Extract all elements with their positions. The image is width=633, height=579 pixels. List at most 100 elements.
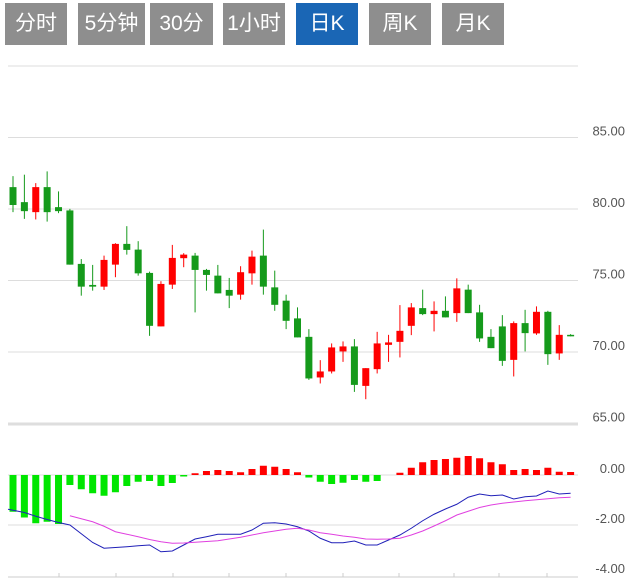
macd-histogram-bar (419, 462, 427, 475)
macd-histogram-bar (396, 472, 404, 475)
candle-body (9, 187, 17, 205)
tab-5min[interactable]: 5分钟 (78, 3, 145, 45)
candle-body (66, 210, 74, 265)
macd-histogram-bar (43, 475, 51, 522)
macd-histogram-bar (521, 469, 529, 475)
candle (464, 284, 472, 314)
candle-body (55, 207, 63, 212)
candle (453, 278, 461, 322)
candle-body (237, 272, 245, 295)
candle (89, 264, 97, 291)
candle-body (43, 187, 51, 213)
candle (55, 191, 63, 214)
candle-body (316, 371, 324, 378)
candle-body (373, 343, 381, 370)
macd-histogram-bar (498, 464, 506, 475)
macd-histogram-bar (100, 475, 108, 496)
candle (32, 183, 40, 220)
candle-body (305, 336, 313, 379)
macd-panel (7, 456, 575, 553)
macd-histogram-bar (316, 475, 324, 482)
candle (476, 304, 484, 342)
candle (373, 331, 381, 374)
candle (66, 208, 74, 265)
macd-histogram-bar (282, 469, 290, 475)
macd-histogram-bar (487, 462, 495, 475)
candle-body (180, 254, 188, 259)
macd-histogram-bar (157, 475, 165, 486)
macd-histogram-bar (9, 475, 17, 512)
macd-line-dif (7, 490, 571, 553)
candle-body (202, 269, 210, 275)
candle (567, 334, 575, 337)
candle (407, 303, 415, 336)
tab-timeshare[interactable]: 分时线 (5, 3, 67, 77)
candle (9, 176, 17, 213)
candle-body (350, 346, 358, 385)
macd-histogram-bar (532, 470, 540, 475)
candle (271, 270, 279, 311)
candle (282, 294, 290, 330)
tab-daily-k[interactable]: 日K (296, 3, 358, 45)
macd-histogram-bar (339, 475, 347, 483)
macd-histogram-bar (544, 467, 552, 475)
grid (8, 65, 578, 578)
candle (225, 277, 233, 309)
candle (305, 329, 313, 380)
candle (350, 339, 358, 392)
macd-histogram-bar (305, 475, 313, 478)
tab-30min[interactable]: 30分钟 (150, 3, 213, 77)
candle (316, 360, 324, 384)
candle-body (396, 330, 404, 342)
candle (43, 171, 51, 222)
candle (111, 243, 119, 278)
candle (248, 250, 256, 285)
macd-histogram-bar (202, 471, 210, 475)
macd-histogram-bar (510, 470, 518, 475)
macd-histogram-bar (32, 475, 40, 524)
candle (498, 315, 506, 366)
macd-histogram-bar (134, 475, 142, 482)
candle-body (294, 318, 301, 338)
macd-histogram-bar (168, 475, 176, 483)
candle-body (476, 312, 484, 339)
candle-body (430, 310, 438, 315)
macd-histogram-bar (214, 470, 222, 475)
candle-body (111, 243, 119, 265)
macd-histogram-bar (271, 466, 279, 475)
macd-histogram-bar (350, 475, 358, 480)
candle-body (407, 307, 415, 326)
candle-body (339, 346, 347, 352)
candle (20, 174, 28, 219)
candle (419, 289, 427, 316)
price-tick-label: 75.00 (592, 267, 625, 282)
tab-1hour[interactable]: 1小时 (223, 3, 285, 45)
macd-histogram-bar (66, 475, 74, 485)
macd-histogram-bar (225, 471, 233, 475)
y-axis-labels: 85.00 80.00 75.00 70.00 65.00 0.00 -2.00… (592, 124, 625, 577)
candle (294, 307, 301, 338)
candle (202, 268, 210, 291)
tab-weekly-k[interactable]: 周K (369, 3, 431, 45)
candle-body (532, 311, 540, 334)
price-tick-label: 70.00 (592, 338, 625, 353)
candle-body (362, 368, 370, 386)
period-tabs: 分时线 5分钟 30分钟 1小时 日K 周K 月K (0, 0, 633, 77)
price-tick-label: 80.00 (592, 195, 625, 210)
tab-monthly-k[interactable]: 月K (442, 3, 504, 45)
macd-histogram-bar (77, 475, 85, 490)
candle (339, 341, 347, 362)
candle-body (567, 334, 575, 337)
candle (328, 343, 336, 374)
macd-histogram-bar (407, 467, 415, 475)
candle-body (282, 300, 290, 321)
candle-body (441, 310, 449, 318)
macd-histogram-bar (248, 469, 256, 475)
candle (100, 255, 108, 290)
macd-histogram-bar (476, 458, 484, 475)
candle (521, 309, 529, 352)
price-tick-label: 85.00 (592, 124, 625, 139)
candle-body (464, 289, 472, 314)
macd-tick-label: -4.00 (595, 561, 625, 576)
